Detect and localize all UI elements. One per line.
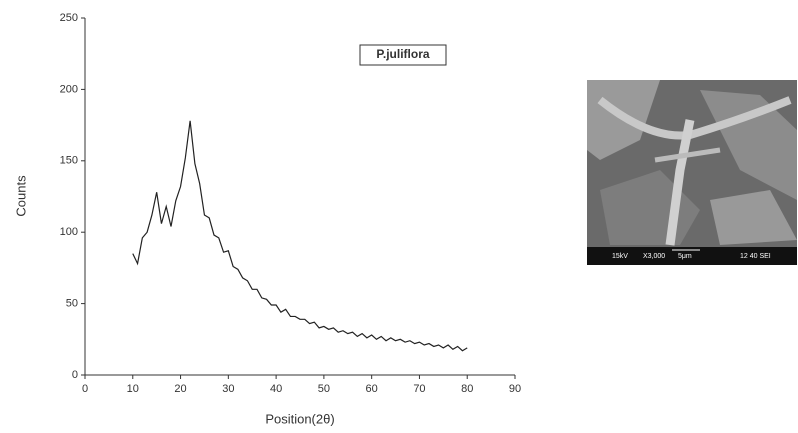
data-line xyxy=(132,120,468,352)
y-tick-label: 150 xyxy=(60,155,78,167)
y-tick-label: 0 xyxy=(72,369,78,381)
y-tick-label: 250 xyxy=(60,12,78,24)
sem-flake xyxy=(700,90,797,200)
sem-info-bar xyxy=(587,247,797,265)
x-tick-label: 80 xyxy=(461,383,473,395)
sem-fiber xyxy=(665,119,695,246)
y-tick-label: 200 xyxy=(60,83,78,95)
x-tick-label: 10 xyxy=(127,383,139,395)
sem-label: 5μm xyxy=(678,253,692,260)
sem-fiber xyxy=(654,147,721,163)
y-tick-label: 50 xyxy=(66,298,78,310)
x-tick-label: 40 xyxy=(270,383,282,395)
sem-label: 12 40 SEI xyxy=(740,253,771,260)
x-axis-label: Position(2θ) xyxy=(265,411,334,426)
y-axis-label: Counts xyxy=(13,175,28,217)
legend-label: P.juliflora xyxy=(376,47,429,61)
legend-box xyxy=(359,44,447,66)
sem-flake xyxy=(710,190,797,245)
x-tick-label: 90 xyxy=(509,383,521,395)
x-tick-label: 30 xyxy=(222,383,234,395)
sem-label: 15kV xyxy=(612,253,628,260)
sem-label: X3,000 xyxy=(643,253,665,260)
x-tick-label: 0 xyxy=(82,383,88,395)
x-tick-label: 20 xyxy=(174,383,186,395)
y-tick-label: 100 xyxy=(60,226,78,238)
x-tick-label: 60 xyxy=(366,383,378,395)
sem-image: 15kV X3,000 5μm 12 40 SEI xyxy=(587,80,797,265)
x-tick-label: 70 xyxy=(413,383,425,395)
x-tick-label: 50 xyxy=(318,383,330,395)
